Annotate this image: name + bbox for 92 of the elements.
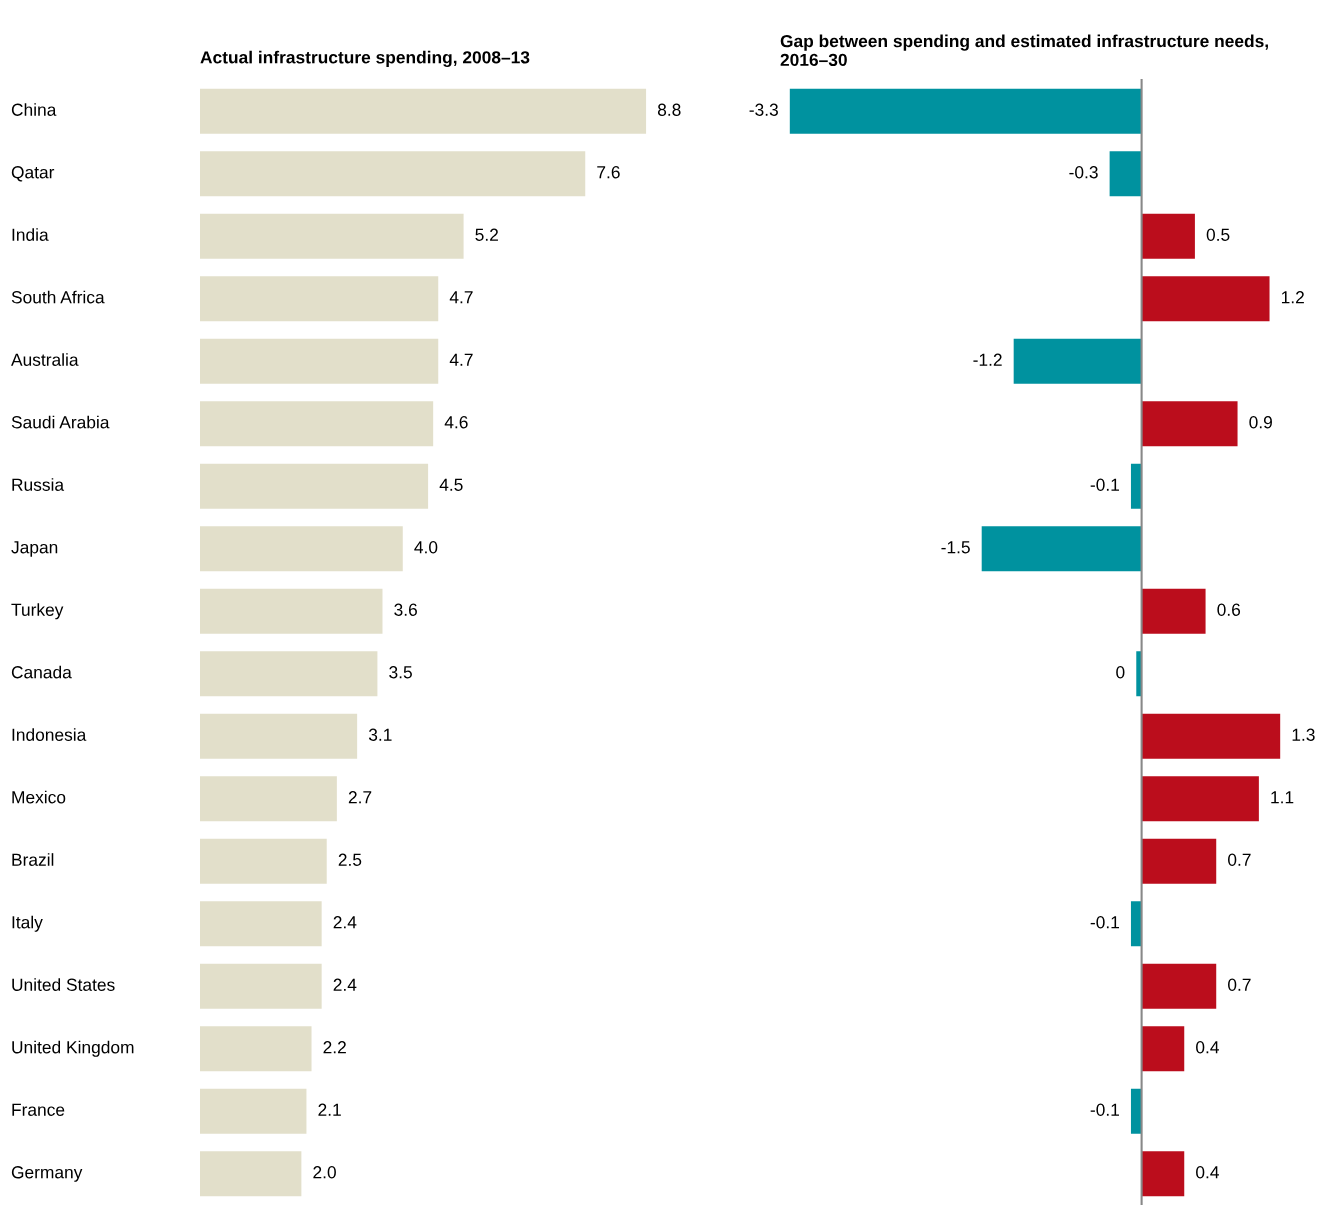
bar <box>1141 1026 1185 1072</box>
bar <box>1141 401 1238 447</box>
data-label: 4.0 <box>414 541 438 554</box>
data-label: 2.4 <box>333 916 357 929</box>
data-label: -0.1 <box>1090 916 1119 929</box>
bar <box>1109 151 1142 197</box>
data-label: 0.7 <box>1228 853 1251 866</box>
data-label: 1.2 <box>1281 291 1304 304</box>
y-tick-label: Saudi Arabia <box>11 415 110 429</box>
bar <box>200 276 439 322</box>
bar <box>200 963 322 1009</box>
y-tick-label: Germany <box>11 1166 83 1182</box>
y-tick-label: South Africa <box>11 290 105 304</box>
y-tick-label: United Kingdom <box>12 1040 134 1057</box>
data-label: 4.6 <box>444 416 468 429</box>
data-label: 4.7 <box>449 353 473 366</box>
y-tick-label: Turkey <box>11 603 64 620</box>
data-label: 8.8 <box>657 103 681 116</box>
bar <box>200 526 403 572</box>
y-tick-label: Canada <box>11 665 72 679</box>
bar <box>200 776 337 822</box>
data-label: 7.6 <box>597 166 620 179</box>
bar <box>200 1151 302 1197</box>
data-label: -1.2 <box>973 353 1002 366</box>
bar <box>1136 651 1142 697</box>
bar <box>1141 588 1206 634</box>
bar <box>1141 213 1195 259</box>
bar <box>200 713 358 759</box>
data-label: 0 <box>1116 666 1125 679</box>
data-label: -0.1 <box>1090 478 1119 491</box>
data-label: 1.1 <box>1271 791 1294 804</box>
chart-title: Actual infrastructure spending, 2008–13 <box>200 50 530 68</box>
bar <box>789 88 1142 134</box>
bar <box>1130 463 1142 509</box>
y-tick-label: Italy <box>12 915 43 932</box>
bar <box>1141 838 1217 884</box>
bar <box>200 901 322 947</box>
y-tick-label: China <box>11 103 57 116</box>
y-tick-label: Qatar <box>11 166 55 182</box>
bar <box>200 401 434 447</box>
y-tick-label: United States <box>12 978 115 991</box>
data-label: 0.9 <box>1249 416 1272 429</box>
data-label: 0.7 <box>1228 978 1251 991</box>
data-label: 0.4 <box>1196 1166 1219 1179</box>
bar <box>200 588 383 634</box>
bar <box>200 651 378 697</box>
y-tick-label: India <box>12 228 49 241</box>
y-tick-label: Indonesia <box>12 728 87 741</box>
y-tick-label: Mexico <box>12 790 66 804</box>
data-label: 0.6 <box>1217 603 1241 616</box>
data-label: -1.5 <box>941 541 970 554</box>
data-label: 2.4 <box>333 978 357 991</box>
data-label: 5.2 <box>475 228 498 241</box>
data-label: 4.5 <box>439 478 463 491</box>
data-label: 4.7 <box>449 291 473 304</box>
data-label: 0.5 <box>1206 228 1230 241</box>
bar <box>1141 963 1217 1009</box>
bar <box>200 463 429 509</box>
chart-title: Gap between spending and estimated infrastructure needs, 2016–30 <box>780 34 1268 67</box>
data-label: 2.1 <box>318 1103 341 1116</box>
data-label: 0.4 <box>1196 1041 1219 1054</box>
bar <box>200 838 327 884</box>
y-tick-label: Australia <box>11 353 79 366</box>
data-label: 3.1 <box>368 728 392 741</box>
y-tick-label: Russia <box>12 478 65 491</box>
bar <box>1013 338 1142 384</box>
data-label: -0.3 <box>1069 166 1098 179</box>
data-label: 2.2 <box>323 1041 346 1054</box>
bar <box>200 1088 307 1134</box>
bar <box>1141 776 1259 822</box>
bar <box>200 1026 312 1072</box>
data-label: 2.0 <box>313 1166 336 1179</box>
data-label: 2.7 <box>348 791 372 804</box>
data-label: 2.5 <box>338 853 362 866</box>
data-label: -0.1 <box>1090 1103 1119 1116</box>
bar <box>981 526 1142 572</box>
bar <box>200 213 464 259</box>
y-tick-label: Japan <box>11 541 58 557</box>
y-tick-label: France <box>12 1103 65 1116</box>
bar <box>200 338 439 384</box>
bar <box>1130 901 1142 947</box>
bar <box>200 151 586 197</box>
bar <box>1141 1151 1185 1197</box>
bar <box>1130 1088 1142 1134</box>
data-label: 3.5 <box>389 666 412 679</box>
data-label: 1.3 <box>1292 728 1315 741</box>
y-tick-label: Brazil <box>12 853 54 866</box>
bar <box>1141 276 1270 322</box>
data-label: -3.3 <box>749 103 778 116</box>
data-label: 3.6 <box>394 603 417 616</box>
bar <box>200 88 647 134</box>
bar <box>1141 713 1281 759</box>
